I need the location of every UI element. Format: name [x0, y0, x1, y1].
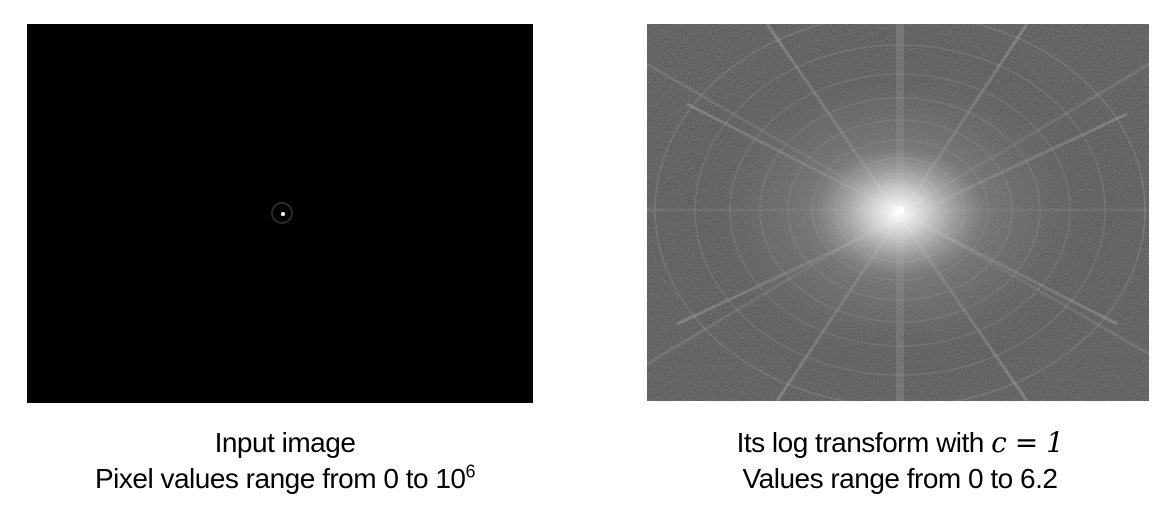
log-transform-range: Values range from 0 to 6.2 [742, 463, 1058, 494]
center-bright-dot [281, 212, 285, 216]
log-transform-graphic [647, 24, 1149, 401]
log-transform-title: Its log transform with c = 1 [620, 425, 1162, 461]
input-image-range-text: Pixel values range from 0 to 10 [95, 463, 466, 494]
log-transform-image [647, 24, 1149, 401]
input-image-caption: Input image Pixel values range from 0 to… [0, 425, 570, 497]
log-transform-caption: Its log transform with c = 1 Values rang… [620, 425, 1162, 497]
center-bright-dot [896, 206, 904, 214]
input-image-range-exponent: 6 [465, 461, 475, 482]
center-ring [271, 202, 293, 224]
log-transform-constant: c = 1 [991, 426, 1064, 459]
input-image-range: Pixel values range from 0 to 106 [0, 461, 570, 497]
input-image [27, 24, 533, 403]
log-transform-title-text: Its log transform with [736, 427, 992, 458]
input-image-title: Input image [214, 427, 356, 458]
input-image-graphic [27, 24, 533, 403]
